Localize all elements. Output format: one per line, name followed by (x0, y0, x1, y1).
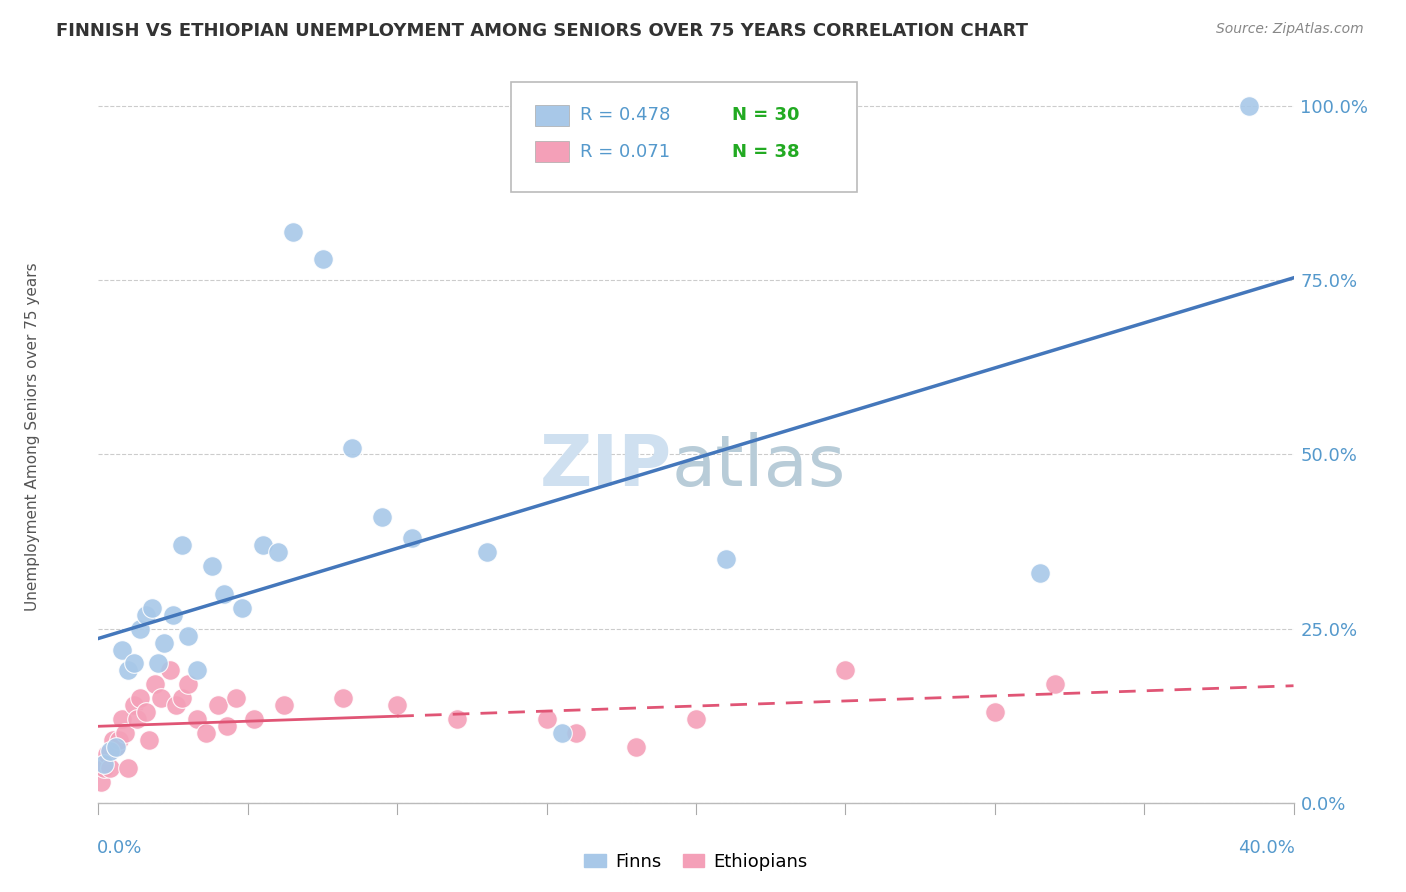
Point (186, 712, 208, 726)
Text: N = 38: N = 38 (733, 143, 800, 161)
Point (195, 726, 218, 740)
Point (129, 622, 152, 636)
Point (111, 642, 134, 657)
Point (385, 698, 409, 713)
Point (172, 538, 194, 552)
Point (243, 712, 266, 726)
Point (96, 747, 118, 761)
Point (201, 558, 224, 573)
Point (114, 726, 136, 740)
Point (984, 705, 1007, 719)
Point (117, 761, 139, 775)
Point (626, 740, 648, 755)
Point (100, 743, 122, 757)
Point (401, 531, 423, 545)
Point (103, 733, 125, 747)
Text: Source: ZipAtlas.com: Source: ZipAtlas.com (1216, 22, 1364, 37)
Point (108, 733, 131, 747)
Point (90, 775, 112, 789)
FancyBboxPatch shape (534, 104, 569, 126)
Point (1028, 566, 1050, 580)
Point (100, 761, 122, 775)
Text: R = 0.478: R = 0.478 (581, 106, 671, 124)
Point (105, 740, 128, 755)
Point (1043, 677, 1066, 691)
Point (273, 698, 295, 713)
Point (143, 677, 166, 691)
Point (1237, 99, 1260, 113)
Point (834, 664, 856, 678)
Text: 0.0%: 0.0% (97, 839, 142, 857)
Point (332, 691, 354, 706)
Point (207, 698, 229, 713)
Point (135, 705, 157, 719)
Point (685, 712, 707, 726)
Point (129, 691, 152, 706)
Text: FINNISH VS ETHIOPIAN UNEMPLOYMENT AMONG SENIORS OVER 75 YEARS CORRELATION CHART: FINNISH VS ETHIOPIAN UNEMPLOYMENT AMONG … (56, 22, 1028, 40)
Point (148, 657, 170, 671)
Point (159, 664, 181, 678)
Point (127, 712, 149, 726)
Text: ZIP: ZIP (540, 432, 672, 500)
Point (177, 677, 200, 691)
Point (162, 607, 184, 622)
Point (252, 538, 274, 552)
Point (105, 740, 128, 755)
Point (311, 252, 333, 267)
Point (342, 441, 364, 455)
Point (281, 225, 304, 239)
FancyBboxPatch shape (534, 141, 569, 162)
Point (446, 712, 468, 726)
Point (138, 733, 160, 747)
Point (153, 635, 176, 649)
Point (267, 545, 290, 559)
Point (225, 691, 247, 706)
Point (124, 657, 146, 671)
Point (714, 552, 737, 566)
Point (231, 600, 253, 615)
Point (111, 712, 134, 726)
Point (135, 607, 157, 622)
Text: Unemployment Among Seniors over 75 years: Unemployment Among Seniors over 75 years (25, 263, 41, 611)
Text: N = 30: N = 30 (733, 106, 800, 124)
Point (212, 587, 235, 601)
Point (124, 698, 146, 713)
Point (93, 761, 115, 775)
Point (177, 629, 200, 643)
Point (536, 712, 558, 726)
FancyBboxPatch shape (510, 82, 858, 192)
Point (186, 664, 208, 678)
Point (215, 719, 238, 733)
Point (141, 600, 163, 615)
Point (165, 698, 187, 713)
Text: R = 0.071: R = 0.071 (581, 143, 671, 161)
Point (150, 691, 173, 706)
Point (93, 757, 115, 772)
Point (371, 510, 394, 524)
Point (172, 691, 194, 706)
Text: 40.0%: 40.0% (1237, 839, 1295, 857)
Point (475, 545, 498, 559)
Point (565, 726, 588, 740)
Legend: Finns, Ethiopians: Finns, Ethiopians (576, 846, 815, 878)
Point (117, 664, 139, 678)
Text: atlas: atlas (672, 432, 846, 500)
Point (550, 726, 572, 740)
